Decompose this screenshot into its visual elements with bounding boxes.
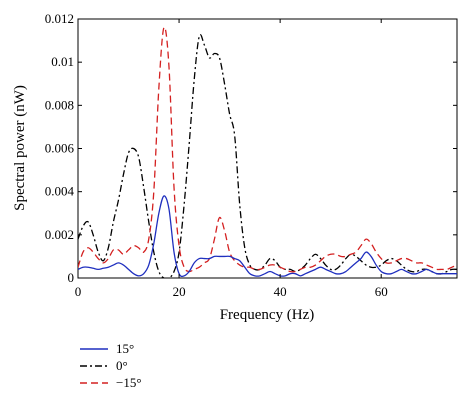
y-tick-label: 0 [68,270,75,285]
series-line-0 [78,195,457,278]
x-axis-label: Frequency (Hz) [220,307,315,323]
y-tick-label: 0.012 [45,11,74,26]
x-tick-label: 20 [173,284,186,299]
legend-label: 0° [116,358,128,373]
x-tick-label: 0 [75,284,82,299]
y-tick-label: 0.01 [51,54,74,69]
series-line-1 [78,34,457,278]
legend-label: 15° [116,341,134,356]
y-tick-label: 0.008 [45,97,74,112]
series-layer [78,26,457,278]
x-tick-label: 40 [274,284,287,299]
legend-label: −15° [116,375,142,390]
y-tick-label: 0.002 [45,227,74,242]
y-axis-label: Spectral power (nW) [12,85,28,211]
plot-area [77,18,458,279]
y-tick-label: 0.006 [45,141,75,156]
x-tick-label: 60 [375,284,388,299]
legend: 15° 0° −15° [80,341,142,390]
tick-layer: 0 20 40 60 0 0.002 0.004 0.006 0.008 0.01 0.012 [45,11,457,299]
y-tick-label: 0.004 [45,184,75,199]
